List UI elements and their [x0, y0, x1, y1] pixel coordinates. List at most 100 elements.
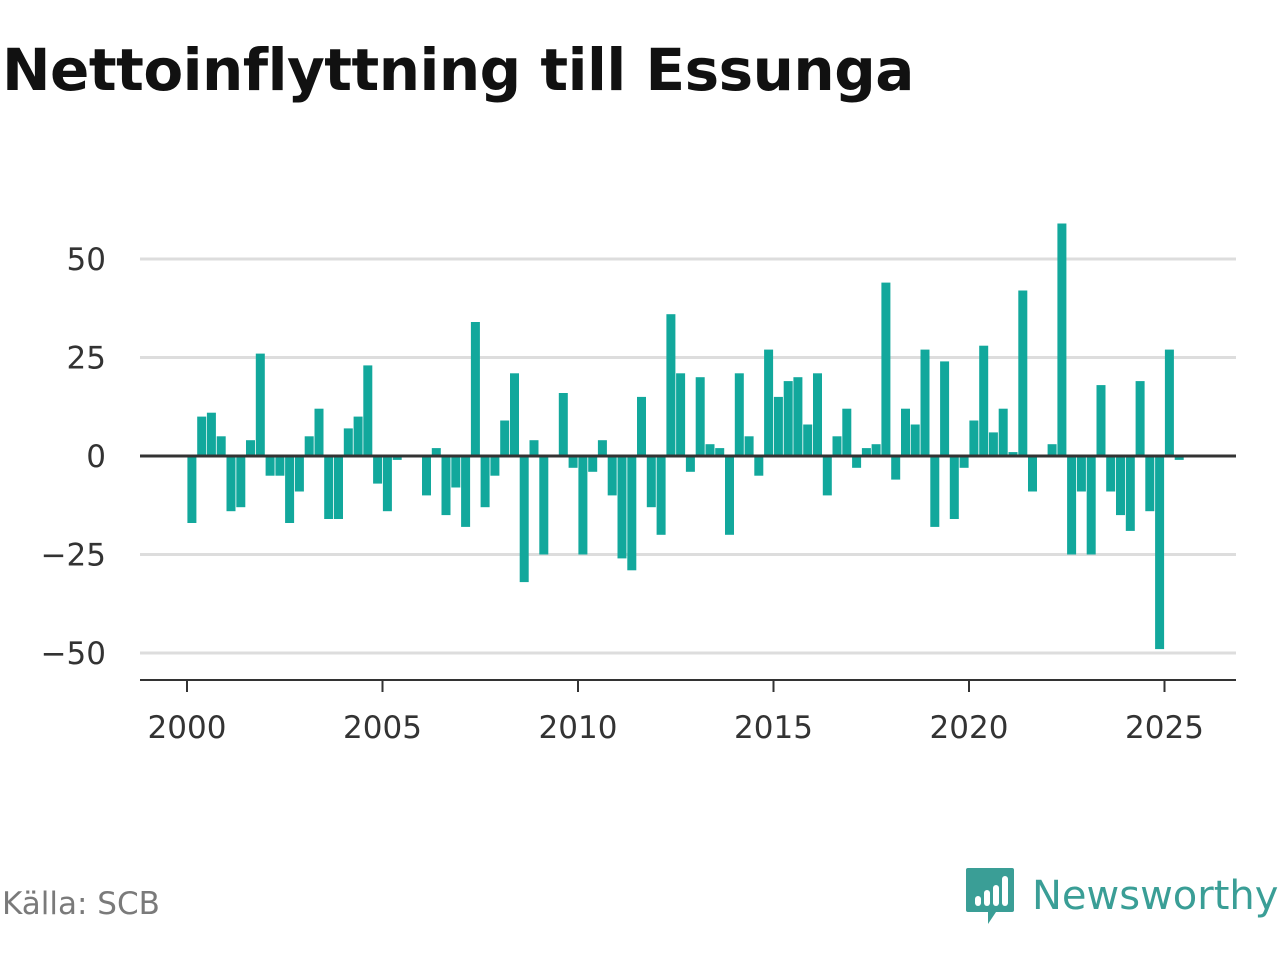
bar — [275, 456, 285, 476]
bar — [1028, 456, 1037, 492]
bar — [910, 424, 920, 456]
x-tick-label: 2010 — [539, 710, 618, 746]
y-tick-label: 25 — [67, 341, 106, 377]
bar — [627, 456, 637, 571]
bar — [1008, 452, 1018, 456]
bar — [206, 412, 216, 456]
bar — [891, 456, 901, 480]
bar — [470, 322, 480, 456]
bar — [519, 456, 529, 583]
bar — [656, 456, 666, 535]
y-tick-label: 0 — [86, 439, 106, 475]
bar — [715, 448, 725, 456]
bar — [920, 349, 930, 456]
bar — [666, 314, 676, 456]
bar — [510, 373, 519, 456]
bar — [392, 456, 402, 460]
x-tick-label: 2025 — [1125, 710, 1204, 746]
newsworthy-logo-icon — [966, 868, 1014, 924]
bar — [461, 456, 471, 527]
bar — [969, 420, 979, 456]
y-tick-label: 50 — [67, 242, 106, 278]
bar — [197, 416, 207, 456]
bar — [265, 456, 275, 476]
bar — [578, 456, 588, 555]
bars — [187, 223, 1184, 650]
bar — [949, 456, 959, 519]
bar — [597, 440, 607, 456]
grid-lines — [140, 257, 1236, 655]
bar — [285, 456, 295, 523]
bar — [646, 456, 656, 508]
bar — [783, 381, 793, 456]
bar — [901, 408, 910, 456]
bar — [705, 444, 715, 456]
bar — [539, 456, 549, 555]
y-tick-labels: 50 25 0 −25 −50 — [41, 242, 106, 672]
bar — [1145, 456, 1155, 512]
bar — [852, 456, 862, 468]
bar — [803, 424, 813, 456]
bar — [1155, 456, 1165, 650]
brand-name: Newsworthy — [1032, 873, 1279, 919]
bar — [314, 408, 324, 456]
chart-title: Nettoinflyttning till Essunga — [2, 36, 914, 104]
bar — [959, 456, 969, 468]
bar — [998, 408, 1008, 456]
bar — [1057, 223, 1067, 456]
bar — [490, 456, 500, 476]
source-note: Källa: SCB — [2, 886, 160, 922]
bar — [187, 456, 197, 523]
bar — [422, 456, 431, 496]
bar — [1174, 456, 1184, 460]
x-tick-label: 2020 — [930, 710, 1009, 746]
bar — [637, 396, 646, 456]
bar — [1076, 456, 1086, 492]
axes — [140, 454, 1236, 692]
bar — [754, 456, 764, 476]
bar — [343, 428, 353, 456]
bar — [725, 456, 734, 535]
bar — [685, 456, 695, 472]
x-tick-label: 2005 — [343, 710, 422, 746]
bar — [236, 456, 246, 508]
bar — [734, 373, 744, 456]
x-tick-labels: 2000 2005 2010 2015 2020 2025 — [148, 710, 1204, 746]
bar — [822, 456, 832, 496]
bar — [744, 436, 754, 456]
bar — [373, 456, 383, 484]
bar — [451, 456, 461, 488]
bar — [1164, 349, 1174, 456]
bar — [255, 353, 265, 456]
bar — [588, 456, 598, 472]
bar — [773, 396, 783, 456]
bar — [1135, 381, 1145, 456]
bar — [871, 444, 881, 456]
bar — [500, 420, 510, 456]
bar — [304, 436, 314, 456]
bar — [676, 373, 686, 456]
bar — [764, 349, 774, 456]
bar — [1116, 456, 1125, 516]
bar — [216, 436, 226, 456]
bar — [695, 377, 705, 456]
x-tick-label: 2015 — [734, 710, 813, 746]
bar — [334, 456, 343, 519]
bar — [930, 456, 940, 527]
bar — [988, 432, 998, 456]
bar — [842, 408, 852, 456]
y-tick-label: −25 — [41, 538, 106, 574]
bar — [1067, 456, 1077, 555]
bar — [363, 365, 373, 456]
x-tick-label: 2000 — [148, 710, 227, 746]
bar — [1106, 456, 1116, 492]
bar — [813, 373, 822, 456]
bar — [861, 448, 871, 456]
bar — [1125, 456, 1135, 531]
bar — [1096, 385, 1106, 456]
bar — [529, 440, 539, 456]
bar — [558, 393, 568, 456]
bar — [294, 456, 304, 492]
bar — [940, 361, 950, 456]
